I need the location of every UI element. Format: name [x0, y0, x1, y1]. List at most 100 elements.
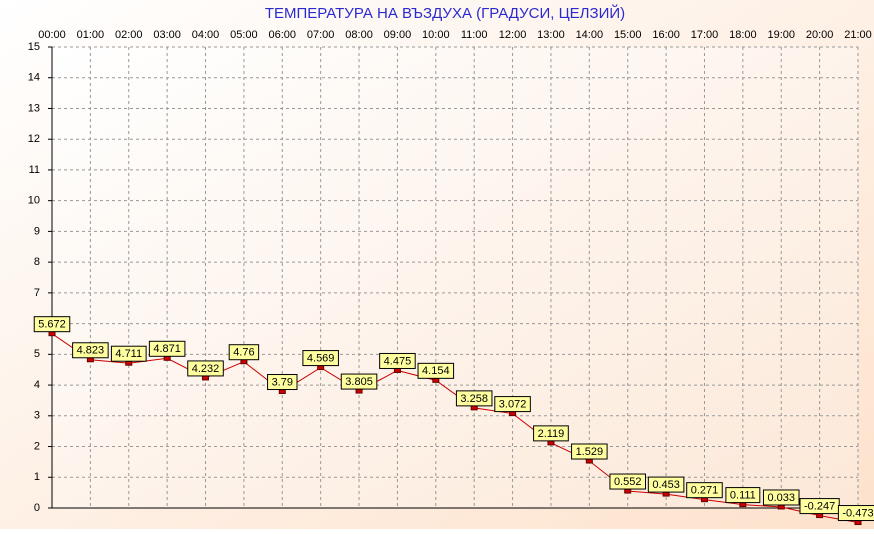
data-label-text: 5.672	[38, 319, 66, 331]
data-label-box	[33, 316, 71, 333]
data-label: 0.271	[686, 482, 723, 499]
data-label-box	[417, 362, 455, 379]
data-label-box	[302, 350, 339, 367]
data-label-text: 1.529	[576, 446, 604, 458]
data-label-box	[837, 505, 874, 522]
data-label: 4.154	[417, 362, 455, 379]
data-label-box	[533, 425, 569, 442]
y-tick-label: 7	[34, 287, 40, 299]
data-label-text: 4.154	[422, 365, 450, 377]
x-tick-label: 04:00	[192, 29, 220, 41]
y-tick-label: 14	[28, 72, 40, 84]
data-label-text: 4.871	[153, 343, 181, 355]
y-tick-label: 11	[29, 164, 40, 176]
y-tick-label: 12	[28, 133, 40, 145]
data-label-text: 3.258	[460, 393, 488, 405]
data-label: 4.711	[110, 345, 147, 362]
data-label: -0.473	[837, 505, 874, 522]
data-label: 3.258	[455, 390, 493, 407]
y-tick-label: 9	[34, 225, 40, 237]
data-label-box	[609, 473, 646, 490]
data-label: 4.76	[228, 344, 260, 361]
y-tick-label: 13	[28, 102, 40, 114]
x-tick-label: 08:00	[345, 29, 373, 41]
data-label-text: -0.247	[804, 500, 835, 512]
x-tick-label: 02:00	[115, 29, 143, 41]
data-label-text: -0.473	[842, 507, 873, 519]
data-label: 0.033	[762, 489, 800, 506]
data-label-box	[647, 476, 685, 493]
plot-area	[52, 47, 858, 508]
data-label-text: 3.072	[499, 398, 527, 410]
data-label-text: 4.823	[77, 345, 105, 357]
x-tick-label: 19:00	[767, 29, 795, 41]
x-tick-label: 05:00	[230, 29, 258, 41]
data-label-text: 4.76	[233, 347, 254, 359]
data-label: 1.529	[571, 443, 608, 460]
data-label-text: 2.119	[538, 428, 565, 440]
x-tick-label: 13:00	[537, 29, 565, 41]
data-label-box	[110, 345, 147, 362]
x-tick-label: 06:00	[269, 29, 297, 41]
y-tick-label: 8	[34, 256, 40, 268]
data-label-text: 0.033	[767, 492, 795, 504]
data-label: 5.672	[33, 316, 71, 333]
data-label-box	[494, 396, 531, 413]
data-label: 0.453	[647, 476, 685, 493]
data-label-text: 3.805	[345, 376, 373, 388]
data-label: 4.871	[148, 340, 186, 357]
y-tick-label: 2	[34, 440, 40, 452]
data-label-text: 4.711	[115, 348, 142, 360]
x-tick-label: 00:00	[38, 29, 66, 41]
data-label: 0.552	[609, 473, 646, 490]
chart-title: ТЕМПЕРАТУРА НА ВЪЗДУХА (ГРАДУСИ, ЦЕЛЗИЙ)	[265, 4, 625, 22]
data-label-text: 0.453	[652, 479, 680, 491]
y-tick-label: 10	[28, 195, 40, 207]
data-label: 4.232	[187, 360, 224, 377]
x-tick-label: 21:00	[844, 29, 872, 41]
data-label-text: 4.569	[307, 352, 335, 364]
x-tick-label: 14:00	[576, 29, 604, 41]
x-tick-label: 01:00	[77, 29, 105, 41]
data-label-text: 4.232	[192, 363, 220, 375]
x-tick-label: 10:00	[422, 29, 450, 41]
x-tick-label: 18:00	[729, 29, 757, 41]
data-label-box	[725, 487, 761, 504]
data-label-box	[762, 489, 800, 506]
data-label: 3.805	[340, 373, 378, 390]
data-label-box	[455, 390, 493, 407]
data-label-box	[228, 344, 260, 361]
x-tick-label: 20:00	[806, 29, 834, 41]
y-tick-label: 5	[34, 348, 40, 360]
data-label: 3.072	[494, 396, 531, 413]
x-tick-label: 12:00	[499, 29, 527, 41]
x-tick-label: 07:00	[307, 29, 335, 41]
data-label: 4.823	[72, 342, 109, 359]
y-tick-label: 0	[34, 502, 40, 514]
data-label-text: 0.271	[691, 485, 719, 497]
data-label-text: 0.111	[730, 489, 756, 501]
data-label-box	[148, 340, 186, 357]
data-label: 4.569	[302, 350, 339, 367]
x-tick-label: 11:00	[461, 29, 488, 41]
y-tick-label: 3	[34, 410, 40, 422]
y-tick-label: 1	[34, 471, 40, 483]
data-label: -0.247	[799, 498, 840, 515]
x-tick-label: 03:00	[153, 29, 181, 41]
data-label: 3.79	[267, 374, 298, 391]
data-line	[51, 333, 859, 524]
data-label-box	[379, 352, 416, 369]
data-label: 2.119	[533, 425, 569, 442]
y-tick-label: 15	[28, 41, 40, 53]
data-label-box	[267, 374, 298, 391]
data-label-box	[571, 443, 608, 460]
x-tick-label: 09:00	[384, 29, 412, 41]
x-tick-label: 15:00	[614, 29, 642, 41]
data-label-box	[187, 360, 224, 377]
x-tick-label: 17:00	[691, 29, 719, 41]
y-tick-label: 4	[34, 379, 40, 391]
data-label-box	[340, 373, 378, 390]
data-label: 4.475	[379, 352, 416, 369]
